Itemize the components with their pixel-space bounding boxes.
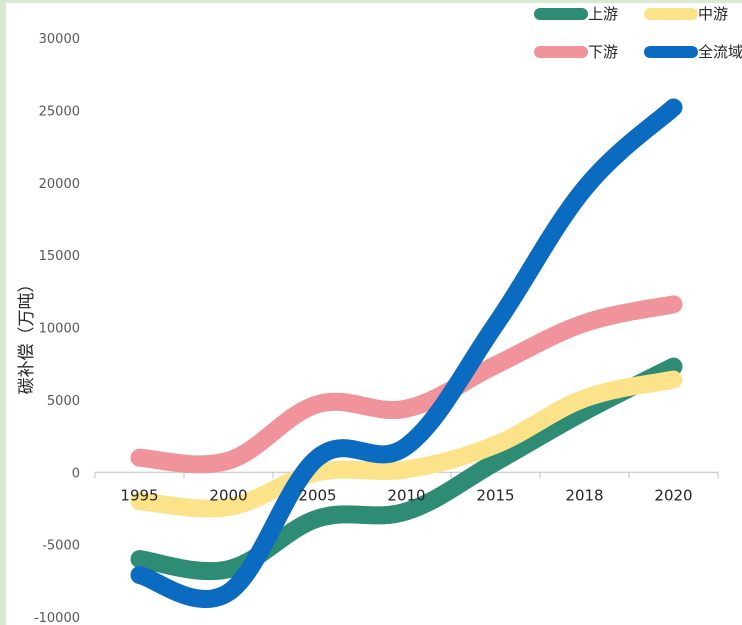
series-line-4: [130, 98, 683, 608]
x-axis-tick-labels: 1995 2000 2005 2010 2015 2018 2020: [120, 486, 692, 504]
y-tick-label: 30000: [39, 32, 80, 47]
x-tick-label: 2018: [565, 486, 603, 504]
x-tick-label: 2015: [476, 486, 514, 504]
x-tick-label: 2010: [387, 486, 425, 504]
y-tick-label: 20000: [39, 177, 80, 192]
y-tick-label: 10000: [39, 322, 80, 337]
frame-border-top: [0, 0, 742, 3]
y-tick-label: 15000: [39, 249, 80, 264]
legend-label: 下游: [588, 43, 618, 61]
legend-label: 上游: [588, 5, 618, 23]
series-line-1: [130, 357, 683, 581]
x-tick-label: 2000: [209, 486, 247, 504]
legend-label: 全流域: [698, 43, 742, 61]
y-axis-ticks: 30000 25000 20000 15000 10000 5000 0 -5000 -1000…: [34, 32, 80, 625]
y-tick-label: 25000: [39, 104, 80, 119]
legend-label: 中游: [698, 5, 728, 23]
y-tick-label: -10000: [34, 611, 80, 625]
frame-border-left: [0, 0, 6, 625]
y-tick-label: 0: [72, 466, 80, 481]
x-tick-label: 2020: [654, 486, 692, 504]
x-tick-label: 1995: [120, 486, 158, 504]
y-tick-label: 5000: [47, 394, 80, 409]
y-axis-label: 碳补偿（万吨）: [17, 276, 37, 395]
series-line-2: [130, 370, 683, 518]
series-lines: [130, 98, 683, 608]
y-tick-label: -5000: [42, 539, 80, 554]
x-tick-label: 2005: [298, 486, 336, 504]
series-line-3: [130, 295, 683, 474]
